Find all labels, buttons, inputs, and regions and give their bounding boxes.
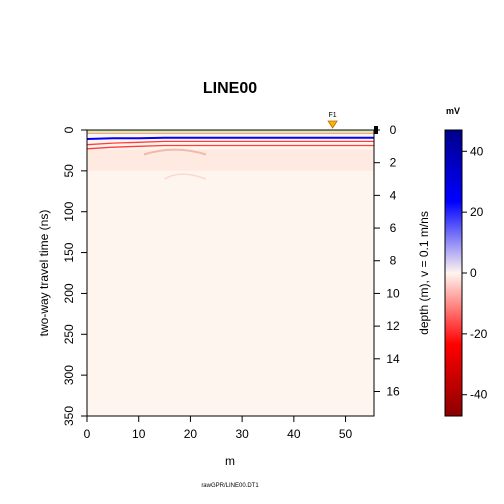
depth-tick-label: 12 [386,319,400,333]
depth-tick-label: 14 [386,352,400,366]
reflector-line-reflector-1 [87,136,374,140]
colorbar-title: mV [446,106,460,116]
marker-triangle-icon [327,120,338,129]
x-tick-label: 50 [339,427,353,441]
diffraction-hyperbola [143,148,207,156]
colorbar-tick-label: -40 [470,388,488,402]
y-tick-label: 0 [62,126,76,133]
x-tick-label: 20 [184,427,198,441]
colorbar-tick-label: 40 [470,144,484,158]
reflector-line-reflector-2 [87,140,374,146]
colorbar [444,129,463,417]
y-tick-label: 100 [62,201,76,221]
y-axis-label: two-way travel time (ns) [37,210,51,337]
x-axis-label: m [225,454,235,468]
x-tick-label: 40 [287,427,301,441]
colorbar-axis: 40 20 0 -20 -40 [462,144,488,402]
colorbar-tick-label: 20 [470,205,484,219]
depth-tick-label: 6 [390,221,397,235]
depth-zero-marker [374,126,378,134]
x-tick-label: 10 [132,427,146,441]
footer-filename: rawGPR/LINE00.DT1 [201,483,259,489]
weak-signal-zone [87,149,374,171]
depth-axis-right: 0 2 4 6 8 10 12 14 16 [374,123,400,398]
depth-tick-label: 0 [390,123,397,137]
marker-label: F1 [329,112,337,119]
y-tick-label: 200 [62,283,76,303]
colorbar-tick-label: -20 [470,327,488,341]
depth-tick-label: 16 [386,384,400,398]
depth-axis-label: depth (m), v = 0.1 m/ns [417,211,431,335]
surface-band [87,130,374,133]
depth-tick-label: 10 [386,286,400,300]
depth-tick-label: 2 [390,156,397,170]
y-tick-label: 350 [62,406,76,426]
y-tick-label: 300 [62,365,76,385]
diffraction-hyperbola-deep [164,173,207,180]
radargram-data-layer [87,130,374,180]
chart-title: LINE00 [203,80,257,97]
x-tick-label: 0 [84,427,91,441]
y-tick-label: 150 [62,242,76,262]
marker-f1: F1 [327,112,338,129]
colorbar-tick-label: 0 [470,266,477,280]
x-axis: 0 10 20 30 40 50 [84,416,353,441]
plot-frame [86,129,375,417]
x-tick-label: 30 [235,427,249,441]
depth-tick-label: 8 [390,254,397,268]
reflector-line-reflector-3 [87,144,374,150]
y-tick-label: 50 [62,164,76,178]
radargram-background [87,130,374,416]
depth-tick-label: 4 [390,188,397,202]
y-tick-label: 250 [62,324,76,344]
y-axis-left: 0 50 100 150 200 250 300 350 [62,126,87,426]
